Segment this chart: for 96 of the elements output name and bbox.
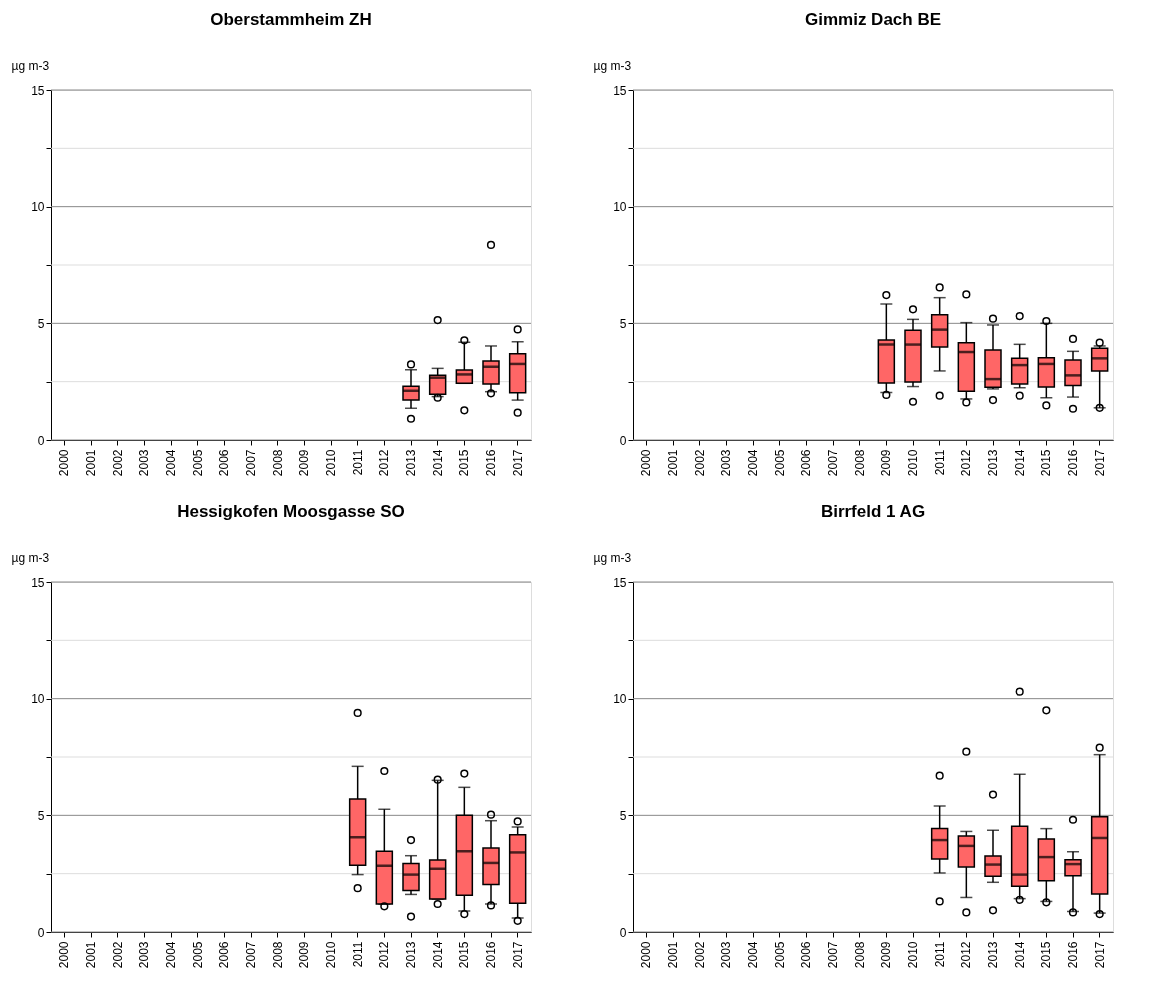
x-tick-label: 2004 xyxy=(164,449,178,477)
chart-title: Oberstammheim ZH xyxy=(210,10,372,29)
chart-title: Gimmiz Dach BE xyxy=(804,10,942,29)
y-tick-label: 5 xyxy=(619,808,627,823)
x-tick-label: 2004 xyxy=(164,941,178,969)
x-tick-label: 2014 xyxy=(1012,449,1027,477)
y-tick-label: 0 xyxy=(619,925,627,940)
x-tick-label: 2014 xyxy=(1012,941,1027,969)
x-tick-label: 2009 xyxy=(297,449,312,477)
y-tick-label: 5 xyxy=(37,316,45,331)
y-tick-label: 15 xyxy=(613,575,627,590)
x-tick-label: 2011 xyxy=(932,941,947,968)
x-tick-label: 2016 xyxy=(484,941,498,969)
x-tick-label: 2001 xyxy=(666,449,680,477)
x-tick-label: 2013 xyxy=(404,449,418,477)
x-tick-label: 2007 xyxy=(244,941,258,969)
x-tick-label: 2002 xyxy=(110,941,125,969)
x-tick-label: 2007 xyxy=(826,449,840,477)
x-tick-label: 2000 xyxy=(57,941,72,969)
x-tick-label: 2014 xyxy=(430,941,445,969)
x-tick-label: 2010 xyxy=(906,941,920,969)
y-tick-label: 0 xyxy=(37,925,45,940)
y-tick-label: 10 xyxy=(31,692,45,707)
y-tick-label: 15 xyxy=(31,83,45,98)
x-tick-label: 2015 xyxy=(457,941,472,969)
x-tick-label: 2004 xyxy=(746,449,760,477)
x-tick-label: 2005 xyxy=(190,449,205,477)
chart-title: Birrfeld 1 AG xyxy=(820,502,926,521)
x-tick-label: 2017 xyxy=(1092,449,1107,477)
x-tick-label: 2016 xyxy=(484,449,498,477)
x-tick-label: 2006 xyxy=(799,941,814,969)
x-tick-label: 2002 xyxy=(692,449,707,477)
x-tick-label: 2007 xyxy=(244,449,258,477)
x-tick-label: 2013 xyxy=(986,449,1000,477)
y-axis-title: µg m-3 xyxy=(11,58,50,73)
x-tick-label: 2015 xyxy=(1039,449,1054,477)
x-tick-label: 2006 xyxy=(217,941,232,969)
x-tick-label: 2005 xyxy=(190,941,205,969)
x-tick-label: 2017 xyxy=(510,449,525,477)
y-tick-label: 10 xyxy=(613,692,627,707)
x-tick-label: 2008 xyxy=(270,449,285,477)
x-tick-label: 2006 xyxy=(799,449,814,477)
x-tick-label: 2005 xyxy=(772,941,787,969)
y-axis-title: µg m-3 xyxy=(11,550,50,565)
x-tick-label: 2005 xyxy=(772,449,787,477)
x-tick-label: 2017 xyxy=(510,941,525,969)
y-tick-label: 5 xyxy=(37,808,45,823)
x-tick-label: 2007 xyxy=(826,941,840,969)
x-tick-label: 2012 xyxy=(959,449,974,477)
x-tick-label: 2012 xyxy=(377,449,392,477)
x-tick-label: 2003 xyxy=(137,941,152,969)
x-tick-label: 2006 xyxy=(217,449,232,477)
y-tick-label: 10 xyxy=(613,200,627,215)
y-axis-title: µg m-3 xyxy=(593,58,632,73)
x-tick-label: 2002 xyxy=(110,449,125,477)
y-tick-label: 10 xyxy=(31,200,45,215)
x-tick-label: 2010 xyxy=(324,449,338,477)
x-tick-label: 2000 xyxy=(639,941,654,969)
x-tick-label: 2010 xyxy=(906,449,920,477)
y-tick-label: 15 xyxy=(613,83,627,98)
x-tick-label: 2011 xyxy=(350,449,365,476)
x-tick-label: 2009 xyxy=(297,941,312,969)
x-tick-label: 2003 xyxy=(719,449,734,477)
x-tick-label: 2013 xyxy=(404,941,418,969)
chart-title: Hessigkofen Moosgasse SO xyxy=(177,502,405,521)
x-tick-label: 2008 xyxy=(852,941,867,969)
y-tick-label: 15 xyxy=(31,575,45,590)
x-tick-label: 2008 xyxy=(852,449,867,477)
x-tick-label: 2009 xyxy=(879,449,894,477)
x-tick-label: 2004 xyxy=(746,941,760,969)
y-tick-label: 0 xyxy=(619,433,627,448)
x-tick-label: 2017 xyxy=(1092,941,1107,969)
x-tick-label: 2010 xyxy=(324,941,338,969)
x-tick-label: 2008 xyxy=(270,941,285,969)
x-tick-label: 2015 xyxy=(1039,941,1054,969)
x-tick-label: 2003 xyxy=(137,449,152,477)
x-tick-label: 2014 xyxy=(430,449,445,477)
x-tick-label: 2003 xyxy=(719,941,734,969)
y-tick-label: 5 xyxy=(619,316,627,331)
x-tick-label: 2002 xyxy=(692,941,707,969)
x-tick-label: 2000 xyxy=(57,449,72,477)
x-tick-label: 2001 xyxy=(666,941,680,969)
x-tick-label: 2015 xyxy=(457,449,472,477)
x-tick-label: 2000 xyxy=(639,449,654,477)
x-tick-label: 2001 xyxy=(84,449,98,477)
x-tick-label: 2001 xyxy=(84,941,98,969)
x-tick-label: 2012 xyxy=(959,941,974,969)
y-axis-title: µg m-3 xyxy=(593,550,632,565)
x-tick-label: 2011 xyxy=(932,449,947,476)
x-tick-label: 2016 xyxy=(1066,449,1080,477)
x-tick-label: 2013 xyxy=(986,941,1000,969)
x-tick-label: 2009 xyxy=(879,941,894,969)
x-tick-label: 2016 xyxy=(1066,941,1080,969)
x-tick-label: 2012 xyxy=(377,941,392,969)
y-tick-label: 0 xyxy=(37,433,45,448)
x-tick-label: 2011 xyxy=(350,941,365,968)
